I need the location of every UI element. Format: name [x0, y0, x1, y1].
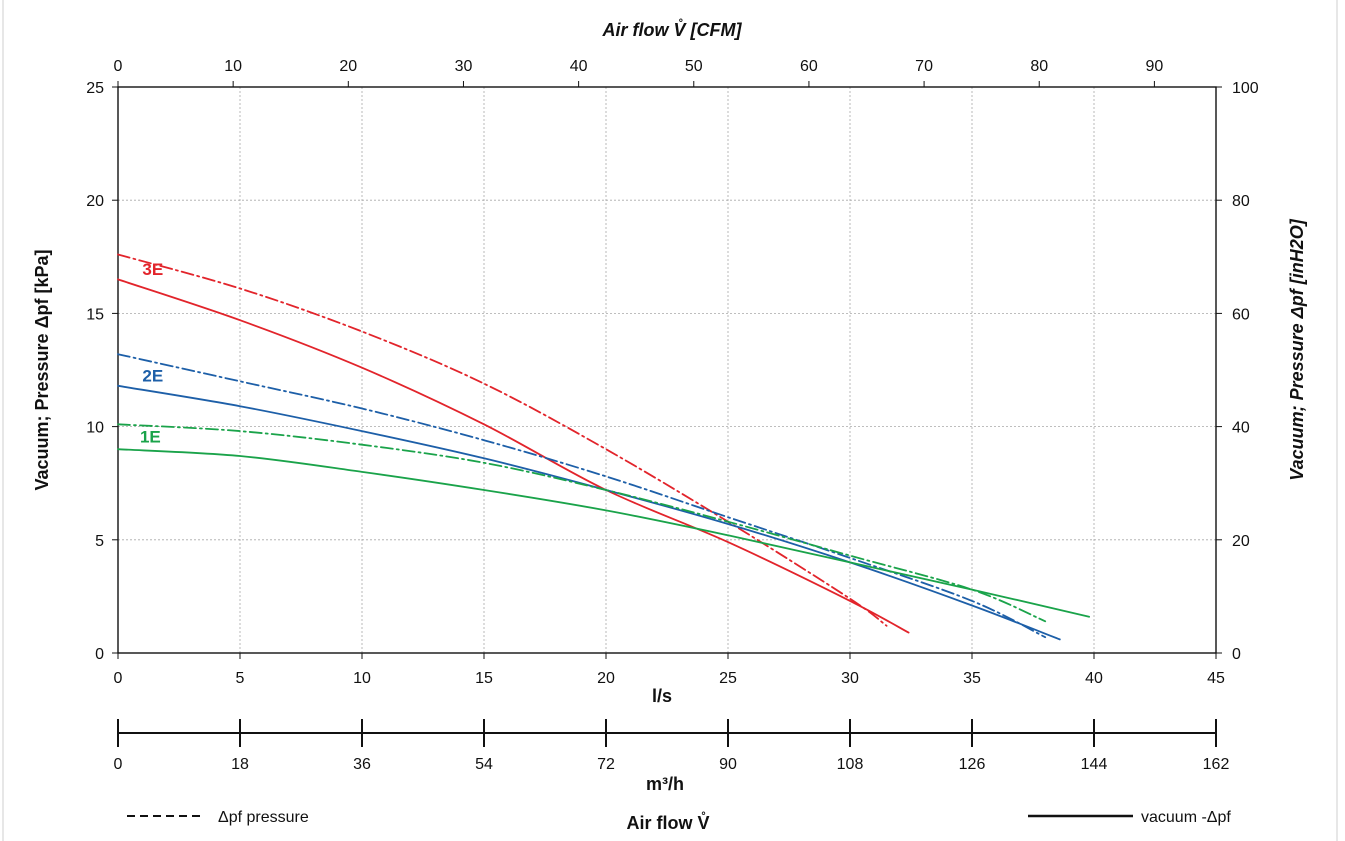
series-label-2E: 2E [142, 366, 163, 385]
y-right-tick-label: 40 [1232, 420, 1250, 437]
x-tick-label: 40 [1085, 670, 1103, 687]
x-top-tick-label: 10 [224, 58, 242, 75]
x-top-tick-label: 40 [570, 58, 588, 75]
x-tick-label: 35 [963, 670, 981, 687]
y-right-tick-label: 0 [1232, 646, 1241, 663]
y-right-tick-label: 80 [1232, 193, 1250, 210]
y-left-tick-label: 0 [95, 646, 104, 663]
legend-pressure-label: Δpf pressure [218, 809, 309, 826]
m3h-tick-label: 126 [959, 756, 986, 773]
legend-pressure: Δpf pressure [127, 809, 309, 826]
x-top-axis-ticks: 0 10 20 30 40 50 60 70 80 90 [114, 58, 1163, 87]
m3h-tick-label: 108 [837, 756, 864, 773]
series-3E-pressure [117, 253, 888, 627]
m3h-axis-title: m³/h [646, 774, 684, 794]
x-tick-label: 5 [236, 670, 245, 687]
x-tick-label: 20 [597, 670, 615, 687]
x-tick-label: 10 [353, 670, 371, 687]
x-top-tick-label: 70 [915, 58, 933, 75]
m3h-tick-label: 162 [1203, 756, 1230, 773]
y-left-tick-label: 20 [86, 193, 104, 210]
x-top-tick-label: 90 [1145, 58, 1163, 75]
y-right-tick-label: 60 [1232, 306, 1250, 323]
x-tick-label: 0 [114, 670, 123, 687]
series-labels: 3E 2E 1E [140, 260, 163, 447]
y-right-axis-ticks: 0 20 40 60 80 100 [1216, 80, 1259, 663]
y-right-tick-label: 20 [1232, 533, 1250, 550]
m3h-tick-label: 54 [475, 756, 493, 773]
x-tick-label: 15 [475, 670, 493, 687]
x-tick-label: 25 [719, 670, 737, 687]
y-left-tick-label: 10 [86, 420, 104, 437]
x-top-tick-label: 60 [800, 58, 818, 75]
y-left-axis-title: Vacuum; Pressure Δpf [kPa] [32, 249, 52, 490]
grid-lines [118, 87, 1216, 653]
y-left-tick-label: 5 [95, 533, 104, 550]
series-label-1E: 1E [140, 427, 161, 446]
x-axis-ticks: 0 5 10 15 20 25 30 35 40 45 [114, 653, 1225, 687]
series-1E-pressure [117, 423, 1047, 623]
series-1E-vacuum [117, 448, 1090, 618]
m3h-tick-label: 0 [114, 756, 123, 773]
x-top-axis-title: Air flow V̊ [CFM] [602, 19, 743, 40]
series-group [117, 253, 1090, 641]
plot-frame [117, 86, 1217, 654]
legend-vacuum-label: vacuum -Δpf [1141, 809, 1231, 826]
m3h-tick-label: 36 [353, 756, 371, 773]
x-top-tick-label: 30 [455, 58, 473, 75]
x-top-tick-label: 20 [339, 58, 357, 75]
y-left-tick-label: 15 [86, 306, 104, 323]
series-2E-pressure [117, 353, 1047, 639]
m3h-tick-label: 90 [719, 756, 737, 773]
x-top-tick-label: 80 [1030, 58, 1048, 75]
x-tick-label: 30 [841, 670, 859, 687]
m3h-tick-label: 72 [597, 756, 615, 773]
x-caption: Air flow V̊ [626, 812, 709, 833]
legend-vacuum: vacuum -Δpf [1028, 809, 1231, 826]
y-left-tick-label: 25 [86, 80, 104, 97]
m3h-scale-axis: 0 18 36 54 72 90 108 126 144 162 [114, 719, 1230, 773]
m3h-tick-label: 144 [1081, 756, 1108, 773]
x-top-tick-label: 0 [114, 58, 123, 75]
y-right-axis-title: Vacuum; Pressure Δpf [inH2O] [1287, 218, 1307, 480]
y-right-tick-label: 100 [1232, 80, 1259, 97]
x-tick-label: 45 [1207, 670, 1225, 687]
m3h-tick-label: 18 [231, 756, 249, 773]
series-3E-vacuum [117, 278, 910, 634]
x-top-tick-label: 50 [685, 58, 703, 75]
y-left-axis-ticks: 0 5 10 15 20 25 [86, 80, 118, 663]
series-label-3E: 3E [142, 260, 163, 279]
x-axis-title: l/s [652, 686, 672, 706]
